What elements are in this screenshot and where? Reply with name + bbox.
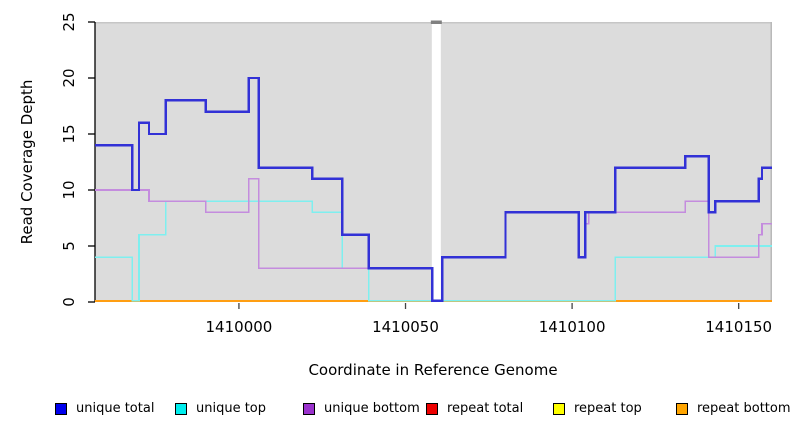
- x-tick-label: 1410100: [538, 318, 606, 336]
- y-tick-label: 20: [60, 68, 78, 88]
- legend-item-repeat-bottom: repeat bottom: [676, 402, 791, 416]
- x-tick-label: 1410050: [372, 318, 439, 336]
- legend-marker: [55, 403, 67, 415]
- legend-marker: [426, 403, 438, 415]
- y-tick-label: 25: [60, 12, 78, 32]
- y-tick-label: 15: [60, 124, 78, 144]
- legend-item-repeat-total: repeat total: [426, 402, 523, 416]
- x-tick-label: 1410000: [205, 318, 273, 336]
- legend-item-label: repeat top: [574, 401, 642, 416]
- legend-item-label: unique bottom: [324, 401, 420, 416]
- legend-item-label: repeat total: [447, 401, 524, 416]
- y-tick-label: 0: [60, 297, 78, 307]
- y-tick-label: 10: [60, 180, 78, 200]
- x-axis-title: Coordinate in Reference Genome: [308, 361, 558, 379]
- legend-item-unique-bottom: unique bottom: [303, 402, 420, 416]
- series-line-unique-top: [95, 200, 772, 302]
- series-line-unique-total: [95, 76, 772, 303]
- legend-marker: [676, 403, 688, 415]
- legend-marker: [553, 403, 565, 415]
- legend-item-label: unique top: [196, 401, 267, 416]
- legend-item-label: unique total: [76, 401, 155, 416]
- legend-marker: [175, 403, 187, 415]
- masked-region-band: [431, 23, 441, 301]
- legend-item-label: repeat bottom: [697, 401, 791, 416]
- y-axis-title: Read Coverage Depth: [18, 79, 36, 245]
- x-tick-label: 1410150: [705, 318, 773, 336]
- masked-region-cap: [430, 20, 442, 24]
- legend-marker: [303, 403, 315, 415]
- legend-item-unique-top: unique top: [175, 402, 266, 416]
- legend-item-repeat-top: repeat top: [553, 402, 642, 416]
- legend-item-unique-total: unique total: [55, 402, 154, 416]
- y-tick-label: 5: [60, 241, 78, 251]
